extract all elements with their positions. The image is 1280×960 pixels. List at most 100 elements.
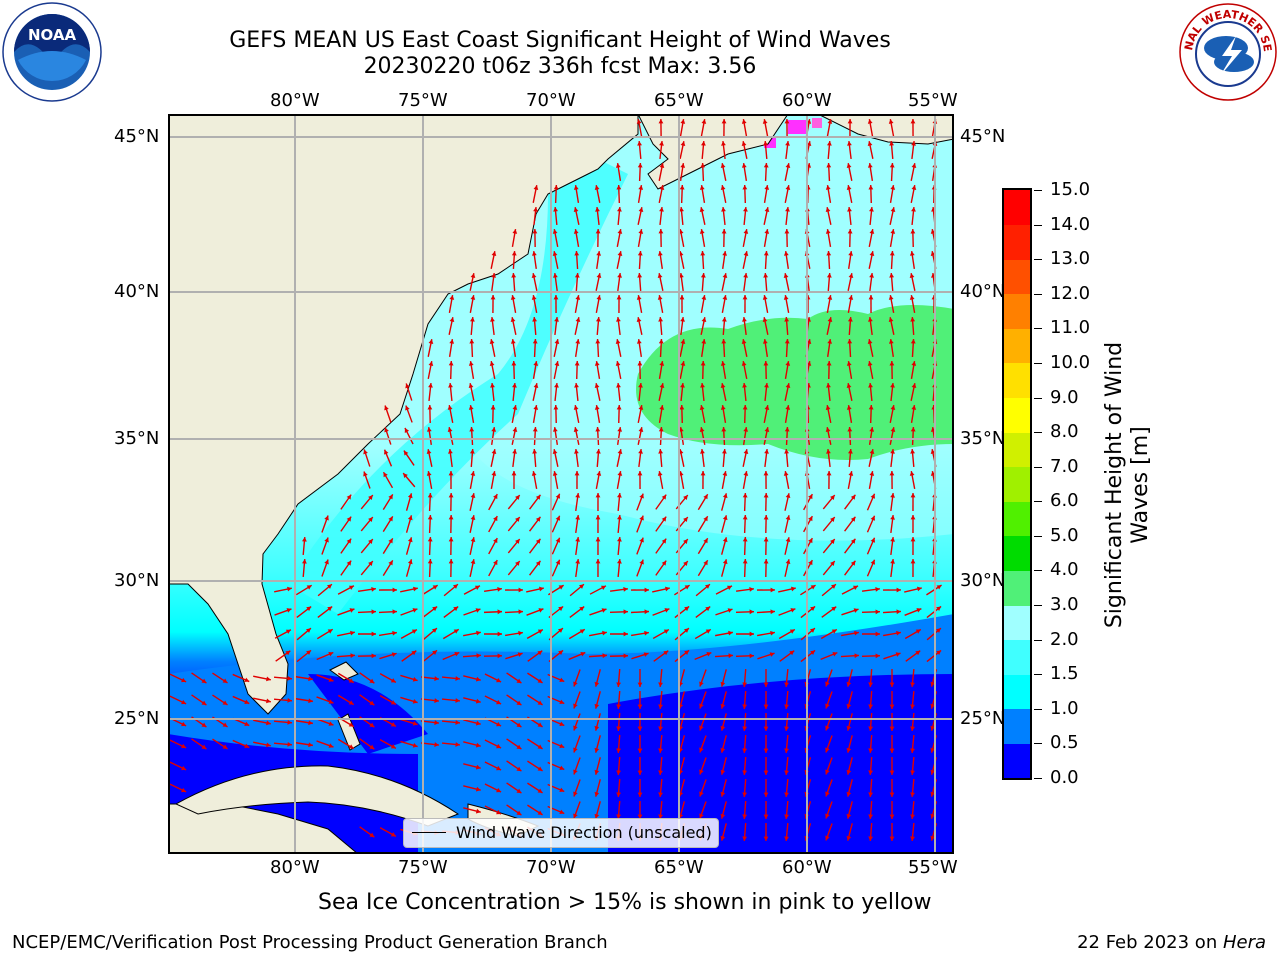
colorbar-tick-label: 0.0	[1050, 767, 1079, 788]
wave-direction-arrowhead	[596, 273, 602, 278]
lon-label-bottom: 60°W	[782, 857, 832, 878]
wave-direction-arrowhead	[664, 608, 670, 613]
colorbar-tick	[1034, 674, 1042, 676]
wave-direction-arrowhead	[328, 721, 334, 726]
wave-direction-arrowhead	[783, 471, 789, 476]
wave-direction-arrowhead	[935, 628, 941, 633]
wave-direction-arrowhead	[810, 650, 816, 656]
wave-direction-arrowhead	[595, 339, 601, 344]
wave-direction-arrowhead	[616, 770, 622, 775]
wave-direction-arrowhead	[721, 317, 727, 322]
colorbar-tick-label: 8.0	[1050, 421, 1079, 443]
wave-direction-arrowhead	[868, 185, 874, 190]
wave-direction-arrowhead	[266, 698, 271, 704]
wave-direction-arrowhead	[720, 163, 726, 168]
wave-direction-arrowhead	[699, 229, 705, 234]
wave-direction-arrowhead	[683, 517, 688, 522]
colorbar-title: Significant Height of Wind Waves [m]	[1102, 341, 1153, 629]
wave-direction-arrowhead	[868, 748, 874, 753]
wave-direction-arrowhead	[407, 515, 413, 521]
wave-direction-arrowhead	[302, 559, 307, 564]
wave-direction-arrowhead	[749, 609, 754, 615]
wave-direction-arrowhead	[595, 515, 601, 520]
wave-direction-arrowhead	[680, 339, 686, 344]
wave-direction-arrowhead	[573, 725, 578, 731]
wave-direction-arrowhead	[790, 586, 796, 592]
wave-direction-arrowhead	[700, 163, 706, 168]
wave-direction-arrowhead	[764, 449, 769, 454]
wave-direction-arrowhead	[306, 585, 312, 590]
wave-direction-arrowhead	[890, 427, 896, 432]
wave-direction-arrowhead	[721, 207, 726, 212]
wave-direction-arrowhead	[783, 295, 789, 300]
wave-direction-arrowhead	[846, 383, 852, 388]
wave-direction-arrowhead	[455, 676, 460, 681]
wave-direction-arrowhead	[535, 538, 541, 544]
wave-direction-arrowhead	[784, 317, 790, 322]
wave-direction-arrowhead	[831, 584, 836, 589]
wave-direction-arrowhead	[869, 427, 875, 432]
wave-direction-arrowhead	[749, 653, 754, 659]
wave-direction-arrowhead	[742, 792, 748, 797]
colorbar-tick-label: 2.0	[1050, 628, 1079, 650]
wave-direction-arrowhead	[890, 537, 895, 542]
wave-direction-arrowhead	[784, 119, 790, 124]
wave-direction-arrowhead	[510, 317, 516, 322]
lat-label-left: 40°N	[114, 281, 160, 302]
wave-direction-arrowhead	[808, 516, 813, 522]
wave-direction-arrowhead	[867, 339, 873, 344]
wave-direction-arrowhead	[889, 273, 895, 278]
wave-direction-arrowhead	[637, 141, 642, 146]
footer-date: 22 Feb 2023 on Hera	[1077, 932, 1266, 953]
wave-direction-arrowhead	[705, 606, 711, 612]
wave-direction-arrowhead	[868, 770, 874, 775]
wave-direction-arrowhead	[368, 517, 373, 522]
wave-direction-arrowhead	[475, 786, 481, 792]
wave-direction-arrowhead	[559, 743, 565, 748]
wave-direction-arrowhead	[475, 698, 481, 704]
colorbar-segment	[1004, 743, 1030, 779]
wave-direction-arrowhead	[867, 119, 873, 124]
colorbar-segment	[1004, 293, 1030, 329]
wave-direction-arrowhead	[846, 791, 852, 797]
wave-direction-arrowhead	[721, 427, 727, 432]
map-title: GEFS MEAN US East Coast Significant Heig…	[229, 28, 891, 53]
wave-direction-arrowhead	[720, 703, 726, 709]
wave-direction-arrowhead	[643, 652, 649, 657]
wave-direction-arrowhead	[910, 449, 915, 454]
wave-direction-arrowhead	[517, 652, 523, 657]
wave-direction-arrowhead	[537, 678, 543, 683]
wave-direction-arrowhead	[847, 229, 853, 234]
wave-direction-arrowhead	[700, 273, 706, 278]
lon-label-bottom: 75°W	[398, 857, 448, 878]
wave-direction-arrowhead	[554, 317, 559, 322]
wave-direction-arrowhead	[785, 185, 791, 190]
wave-direction-arrowhead	[742, 405, 748, 410]
wave-direction-arrowhead	[700, 383, 705, 388]
wave-direction-arrowhead	[826, 251, 832, 256]
wave-direction-arrowhead	[617, 471, 623, 476]
wave-direction-arrowhead	[181, 721, 187, 727]
colorbar-tick	[1034, 397, 1042, 399]
wave-direction-arrowhead	[512, 229, 518, 234]
wave-direction-arrowhead	[889, 682, 895, 687]
wave-direction-arrowhead	[475, 764, 481, 770]
wave-direction-arrowhead	[390, 678, 396, 683]
wave-direction-arrowhead	[637, 251, 643, 256]
wave-direction-arrowhead	[826, 383, 831, 388]
wave-direction-arrowhead	[595, 427, 601, 432]
wave-direction-arrowhead	[595, 317, 601, 322]
wave-direction-arrowhead	[848, 449, 853, 454]
wave-direction-arrowhead	[742, 682, 748, 687]
wave-direction-arrowhead	[890, 383, 895, 388]
wave-direction-arrowhead	[870, 537, 876, 543]
wave-direction-arrowhead	[659, 163, 665, 168]
wave-direction-arrowhead	[764, 207, 770, 212]
wave-direction-arrowhead	[910, 814, 915, 819]
lat-label-right: 40°N	[960, 281, 1006, 302]
wave-direction-arrowhead	[413, 586, 418, 592]
wave-direction-arrowhead	[930, 703, 936, 709]
wave-direction-arrowhead	[889, 770, 895, 775]
lon-label-top: 70°W	[526, 90, 576, 111]
wave-direction-arrowhead	[930, 813, 936, 819]
